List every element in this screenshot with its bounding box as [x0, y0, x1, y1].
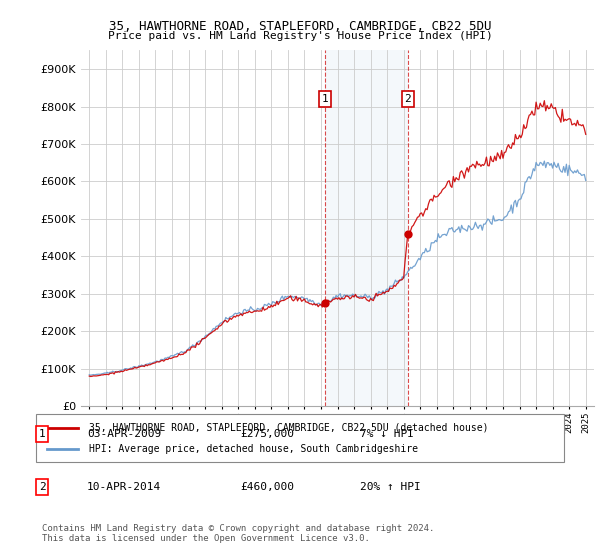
Text: 1: 1	[322, 94, 328, 104]
Text: 2: 2	[38, 482, 46, 492]
Text: 03-APR-2009: 03-APR-2009	[87, 429, 161, 439]
Text: 2: 2	[404, 94, 411, 104]
FancyBboxPatch shape	[36, 414, 564, 462]
Text: Price paid vs. HM Land Registry's House Price Index (HPI): Price paid vs. HM Land Registry's House …	[107, 31, 493, 41]
Text: 1: 1	[38, 429, 46, 439]
Text: 7% ↓ HPI: 7% ↓ HPI	[360, 429, 414, 439]
Text: 20% ↑ HPI: 20% ↑ HPI	[360, 482, 421, 492]
Text: 35, HAWTHORNE ROAD, STAPLEFORD, CAMBRIDGE, CB22 5DU (detached house): 35, HAWTHORNE ROAD, STAPLEFORD, CAMBRIDG…	[89, 423, 488, 433]
Text: 35, HAWTHORNE ROAD, STAPLEFORD, CAMBRIDGE, CB22 5DU: 35, HAWTHORNE ROAD, STAPLEFORD, CAMBRIDG…	[109, 20, 491, 32]
Text: £460,000: £460,000	[240, 482, 294, 492]
Bar	[325, 50, 408, 406]
Text: £275,000: £275,000	[240, 429, 294, 439]
Text: Contains HM Land Registry data © Crown copyright and database right 2024.
This d: Contains HM Land Registry data © Crown c…	[42, 524, 434, 543]
Text: 10-APR-2014: 10-APR-2014	[87, 482, 161, 492]
Text: HPI: Average price, detached house, South Cambridgeshire: HPI: Average price, detached house, Sout…	[89, 444, 418, 454]
